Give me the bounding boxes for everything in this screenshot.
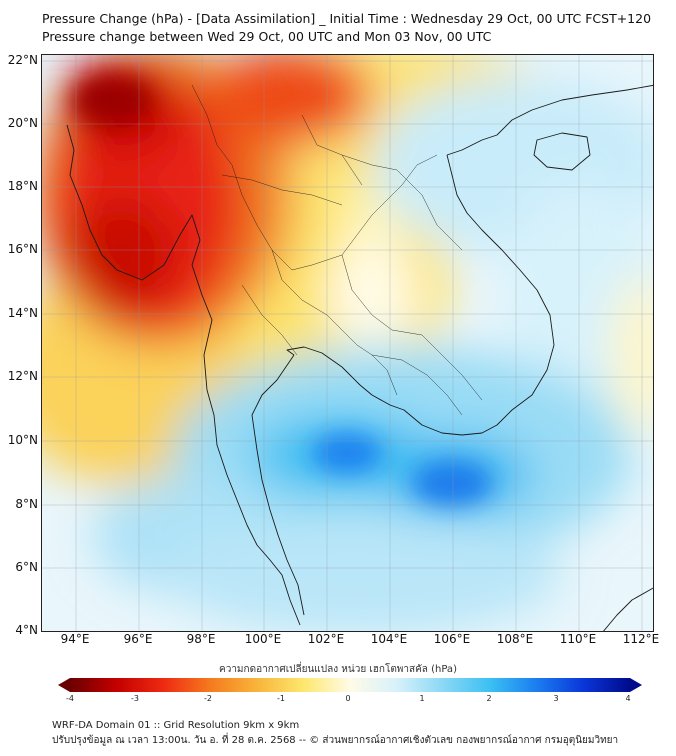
- colorbar-max-extend: [630, 678, 642, 692]
- colorbar-tick: 0: [345, 694, 351, 703]
- lon-label: 102°E: [307, 632, 345, 646]
- lat-label: 4°N: [15, 623, 38, 637]
- lon-label: 94°E: [60, 632, 90, 646]
- colorbar-tick: 3: [553, 694, 559, 703]
- lat-label: 12°N: [7, 369, 38, 383]
- footer: WRF-DA Domain 01 :: Grid Resolution 9km …: [52, 718, 618, 748]
- admin-borders: [191, 84, 483, 416]
- lon-label: 98°E: [186, 632, 216, 646]
- title-line-2: Pressure change between Wed 29 Oct, 00 U…: [42, 29, 492, 44]
- title-line-1: Pressure Change (hPa) - [Data Assimilati…: [42, 11, 652, 26]
- colorbar-tick: 4: [625, 694, 631, 703]
- lat-label: 6°N: [15, 560, 38, 574]
- footer-model-info: WRF-DA Domain 01 :: Grid Resolution 9km …: [52, 720, 300, 731]
- colorbar-tick: -4: [66, 694, 74, 703]
- colorbar-tick: -2: [204, 694, 212, 703]
- footer-credit: ปรับปรุงข้อมูล ณ เวลา 13:00น. วัน อ. ที่…: [52, 735, 619, 746]
- lon-label: 104°E: [370, 632, 408, 646]
- pressure-change-map[interactable]: [41, 54, 654, 632]
- lat-label: 22°N: [7, 53, 38, 67]
- colorbar-tick: 2: [486, 694, 492, 703]
- graticule: [42, 55, 653, 631]
- colorbar-title: ความกดอากาศเปลี่ยนแปลง หน่วย เฮกโตพาสคัล…: [219, 664, 457, 675]
- lon-label: 100°E: [244, 632, 282, 646]
- lon-label: 108°E: [496, 632, 534, 646]
- colorbar-min-extend: [58, 678, 70, 692]
- coastlines: [66, 84, 653, 631]
- colorbar: [58, 678, 642, 692]
- colorbar-tick: -1: [277, 694, 285, 703]
- colorbar-tick: 1: [419, 694, 425, 703]
- lat-label: 16°N: [7, 242, 38, 256]
- lon-label: 112°E: [622, 632, 660, 646]
- map-title: Pressure Change (hPa) - [Data Assimilati…: [42, 10, 651, 46]
- lon-label: 96°E: [123, 632, 153, 646]
- pressure-field-cores: [72, 75, 492, 505]
- colorbar-tick: -3: [131, 694, 139, 703]
- lon-label: 106°E: [433, 632, 471, 646]
- lat-label: 14°N: [7, 306, 38, 320]
- lat-label: 10°N: [7, 433, 38, 447]
- lon-label: 110°E: [559, 632, 597, 646]
- lat-label: 20°N: [7, 116, 38, 130]
- lat-label: 18°N: [7, 179, 38, 193]
- map-canvas: [42, 55, 653, 631]
- lat-label: 8°N: [15, 497, 38, 511]
- colorbar-ramp: [70, 678, 630, 692]
